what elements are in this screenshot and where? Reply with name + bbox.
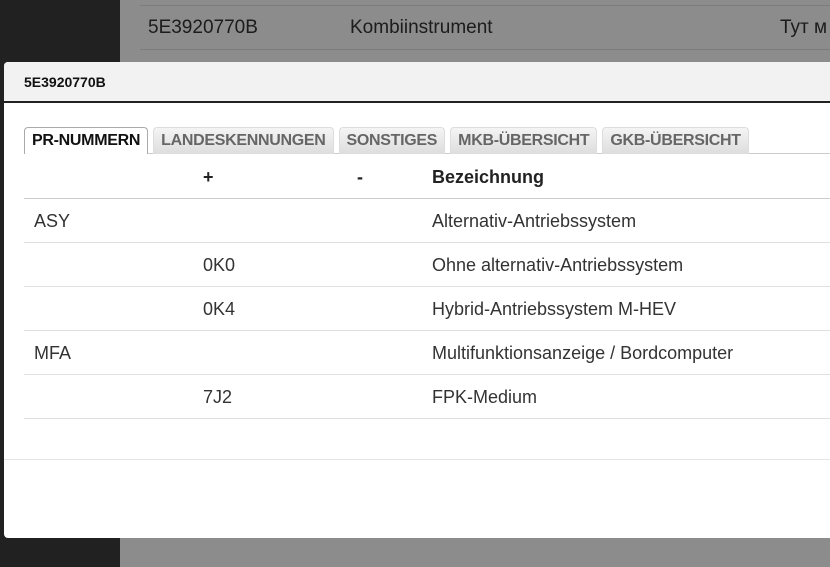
header-bezeichnung: Bezeichnung (432, 167, 545, 187)
background-row[interactable]: 5E3920770B Kombiinstrument Тут м (140, 6, 830, 50)
table-cell: Hybrid-Antriebssystem M-HEV (432, 299, 677, 319)
modal-footer (4, 459, 830, 460)
tab-gkb-uebersicht[interactable]: GKB-ÜBERSICHT (602, 127, 749, 154)
table-cell: FPK-Medium (432, 387, 538, 407)
table-cell: MFA (34, 343, 72, 363)
tab-pr-nummern[interactable]: PR-NUMMERN (24, 127, 149, 154)
table-row: 0K4 Hybrid-Antriebssystem M-HEV (24, 287, 830, 331)
table-cell: Multifunktionsanzeige / Bordcomputer (432, 343, 734, 363)
table-row: 7J2 FPK-Medium (24, 375, 830, 419)
background-row (140, 0, 830, 6)
pr-table: + - Bezeichnung ASY Alternativ-Antriebssy… (24, 155, 830, 419)
table-cell: Alternativ-Antriebssystem (432, 211, 637, 231)
table-cell: Ohne alternativ-Antriebssystem (432, 255, 684, 275)
tab-bar: PR-NUMMERN LANDESKENNUNGEN SONSTIGES MKB… (24, 127, 830, 154)
header-plus: + (203, 167, 214, 187)
modal-title: 5E3920770B (4, 62, 830, 103)
table-cell: 7J2 (203, 387, 233, 407)
header-minus: - (357, 167, 363, 187)
table-row: MFA Multifunktionsanzeige / Bordcomputer (24, 331, 830, 375)
table-cell: 0K0 (203, 255, 236, 275)
part-extra: Тут м (780, 16, 828, 38)
table-cell: 0K4 (203, 299, 236, 319)
table-row: ASY Alternativ-Antriebssystem (24, 199, 830, 243)
modal-dialog: 5E3920770B PR-NUMMERN LANDESKENNUNGEN SO… (4, 62, 830, 538)
part-code: 5E3920770B (148, 16, 258, 38)
table-header: + - Bezeichnung (24, 155, 830, 199)
tab-mkb-uebersicht[interactable]: MKB-ÜBERSICHT (450, 127, 598, 154)
table-row: 0K0 Ohne alternativ-Antriebssystem (24, 243, 830, 287)
tab-sonstiges[interactable]: SONSTIGES (338, 127, 446, 154)
part-name: Kombiinstrument (350, 16, 493, 38)
tab-landeskennungen[interactable]: LANDESKENNUNGEN (153, 127, 334, 154)
table-cell: ASY (34, 211, 71, 231)
